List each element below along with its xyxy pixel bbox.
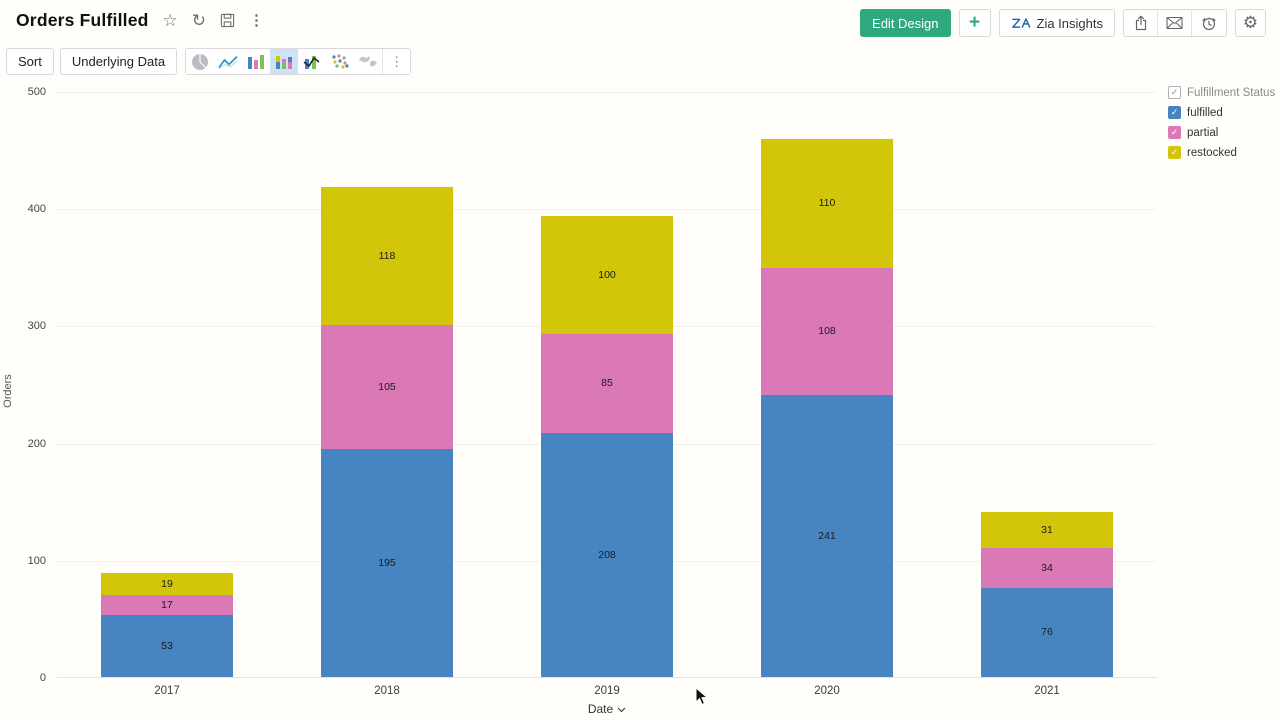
gear-icon: ⚙ xyxy=(1242,13,1259,32)
bar-2021[interactable]: 76 34 31 xyxy=(981,511,1113,677)
legend-items: ✓ fulfilled ✓ partial ✓ restocked xyxy=(1168,106,1278,159)
segment-value-label: 100 xyxy=(598,269,616,282)
legend-item-fulfilled[interactable]: ✓ fulfilled xyxy=(1168,106,1278,119)
more-options-icon[interactable]: ⋮ xyxy=(249,11,265,29)
legend-item-partial[interactable]: ✓ partial xyxy=(1168,126,1278,139)
line-chart-icon[interactable] xyxy=(214,49,242,74)
legend-label: restocked xyxy=(1187,146,1237,159)
segment-value-label: 110 xyxy=(818,197,836,210)
underlying-data-button[interactable]: Underlying Data xyxy=(59,48,178,75)
segment-partial[interactable]: 85 xyxy=(541,333,673,434)
segment-value-label: 85 xyxy=(601,377,613,390)
segment-fulfilled[interactable]: 76 xyxy=(981,587,1113,677)
schedule-alarm-icon[interactable] xyxy=(1192,10,1226,36)
export-share-icon[interactable] xyxy=(1124,10,1158,36)
y-tick-label: 400 xyxy=(27,203,46,216)
chevron-down-icon xyxy=(617,702,626,716)
plus-icon: + xyxy=(968,12,981,33)
segment-value-label: 76 xyxy=(1041,626,1053,639)
sort-button[interactable]: Sort xyxy=(6,48,54,75)
map-chart-icon[interactable] xyxy=(354,49,382,74)
segment-value-label: 17 xyxy=(161,598,173,611)
chart-area: Orders 0 100 200 300 400 500 53 17 19 195 105 118 2… xyxy=(0,85,1165,720)
segment-fulfilled[interactable]: 241 xyxy=(761,394,893,677)
x-axis-field-dropdown[interactable]: Date xyxy=(57,702,1157,716)
bar-chart-icon[interactable] xyxy=(242,49,270,74)
bar-2020[interactable]: 241 108 110 xyxy=(761,139,893,677)
bar-2017[interactable]: 53 17 19 xyxy=(101,572,233,677)
share-actions-group xyxy=(1123,9,1227,37)
segment-value-label: 53 xyxy=(161,639,173,652)
y-axis-title: Orders xyxy=(2,374,14,408)
zia-logo-icon xyxy=(1011,16,1031,30)
chart-type-strip: ⋮ xyxy=(185,48,412,75)
legend-checkbox-partial[interactable]: ✓ xyxy=(1168,126,1181,139)
segment-restocked[interactable]: 19 xyxy=(101,572,233,596)
email-icon[interactable] xyxy=(1158,10,1192,36)
segment-value-label: 108 xyxy=(818,325,836,338)
segment-value-label: 19 xyxy=(161,577,173,590)
segment-value-label: 241 xyxy=(818,529,836,542)
y-tick-label: 200 xyxy=(27,437,46,450)
gridline xyxy=(57,92,1157,93)
zia-insights-label: Zia Insights xyxy=(1036,15,1103,31)
bar-2019[interactable]: 208 85 100 xyxy=(541,216,673,677)
segment-value-label: 195 xyxy=(378,556,396,569)
edit-design-button[interactable]: Edit Design xyxy=(860,9,951,37)
segment-restocked[interactable]: 31 xyxy=(981,511,1113,549)
segment-fulfilled[interactable]: 208 xyxy=(541,433,673,677)
x-tick-label: 2018 xyxy=(374,685,400,697)
segment-value-label: 208 xyxy=(598,549,616,562)
y-tick-label: 0 xyxy=(39,672,46,684)
favorite-star-icon[interactable]: ☆ xyxy=(162,10,178,30)
stacked-bar-chart-icon[interactable] xyxy=(270,49,299,74)
legend-header-checkbox[interactable]: ✓ xyxy=(1168,86,1181,99)
chart-toolbar: Sort Underlying Data xyxy=(6,48,412,75)
save-icon[interactable] xyxy=(220,13,235,28)
legend-checkbox-fulfilled[interactable]: ✓ xyxy=(1168,106,1181,119)
gridline xyxy=(57,209,1157,211)
y-tick-label: 100 xyxy=(27,554,46,567)
legend-label: fulfilled xyxy=(1187,106,1223,119)
legend-label: partial xyxy=(1187,126,1219,139)
segment-value-label: 31 xyxy=(1041,523,1053,536)
x-axis-title-label: Date xyxy=(587,702,614,716)
segment-restocked[interactable]: 110 xyxy=(761,139,893,268)
settings-button[interactable]: ⚙ xyxy=(1235,9,1266,37)
x-tick-label: 2019 xyxy=(594,685,620,697)
scatter-chart-icon[interactable] xyxy=(326,49,354,74)
zia-insights-button[interactable]: Zia Insights xyxy=(998,9,1115,37)
segment-value-label: 118 xyxy=(378,250,396,263)
pie-chart-icon[interactable] xyxy=(186,49,214,74)
more-chart-types-icon[interactable]: ⋮ xyxy=(382,49,410,74)
segment-partial[interactable]: 17 xyxy=(101,595,233,615)
legend-header[interactable]: ✓ Fulfillment Status xyxy=(1168,86,1278,99)
x-tick-label: 2020 xyxy=(814,685,840,697)
x-tick-label: 2021 xyxy=(1034,685,1060,697)
refresh-icon[interactable]: ↻ xyxy=(191,10,207,30)
y-tick-label: 500 xyxy=(27,86,46,98)
plot-area: 53 17 19 195 105 118 208 85 100 241 108 110 76 34 31 xyxy=(57,92,1157,678)
page-title: Orders Fulfilled xyxy=(16,10,149,30)
segment-value-label: 105 xyxy=(378,380,396,393)
bar-2018[interactable]: 195 105 118 xyxy=(321,187,453,677)
segment-fulfilled[interactable]: 53 xyxy=(101,614,233,677)
add-button[interactable]: + xyxy=(958,9,991,37)
combo-chart-icon[interactable] xyxy=(298,49,326,74)
segment-partial[interactable]: 34 xyxy=(981,548,1113,588)
x-tick-label: 2017 xyxy=(154,685,180,697)
header-bar: Orders Fulfilled ☆ ↻ ⋮ Edit Design + Zia… xyxy=(0,0,1280,44)
segment-fulfilled[interactable]: 195 xyxy=(321,448,453,677)
segment-restocked[interactable]: 100 xyxy=(541,216,673,334)
segment-partial[interactable]: 108 xyxy=(761,267,893,395)
segment-partial[interactable]: 105 xyxy=(321,325,453,449)
legend-item-restocked[interactable]: ✓ restocked xyxy=(1168,146,1278,159)
segment-restocked[interactable]: 118 xyxy=(321,187,453,326)
segment-value-label: 34 xyxy=(1041,562,1053,574)
legend-title: Fulfillment Status xyxy=(1187,86,1276,99)
y-tick-label: 300 xyxy=(27,320,46,333)
legend: ✓ Fulfillment Status ✓ fulfilled ✓ partial ✓… xyxy=(1168,86,1278,166)
legend-checkbox-restocked[interactable]: ✓ xyxy=(1168,146,1181,159)
